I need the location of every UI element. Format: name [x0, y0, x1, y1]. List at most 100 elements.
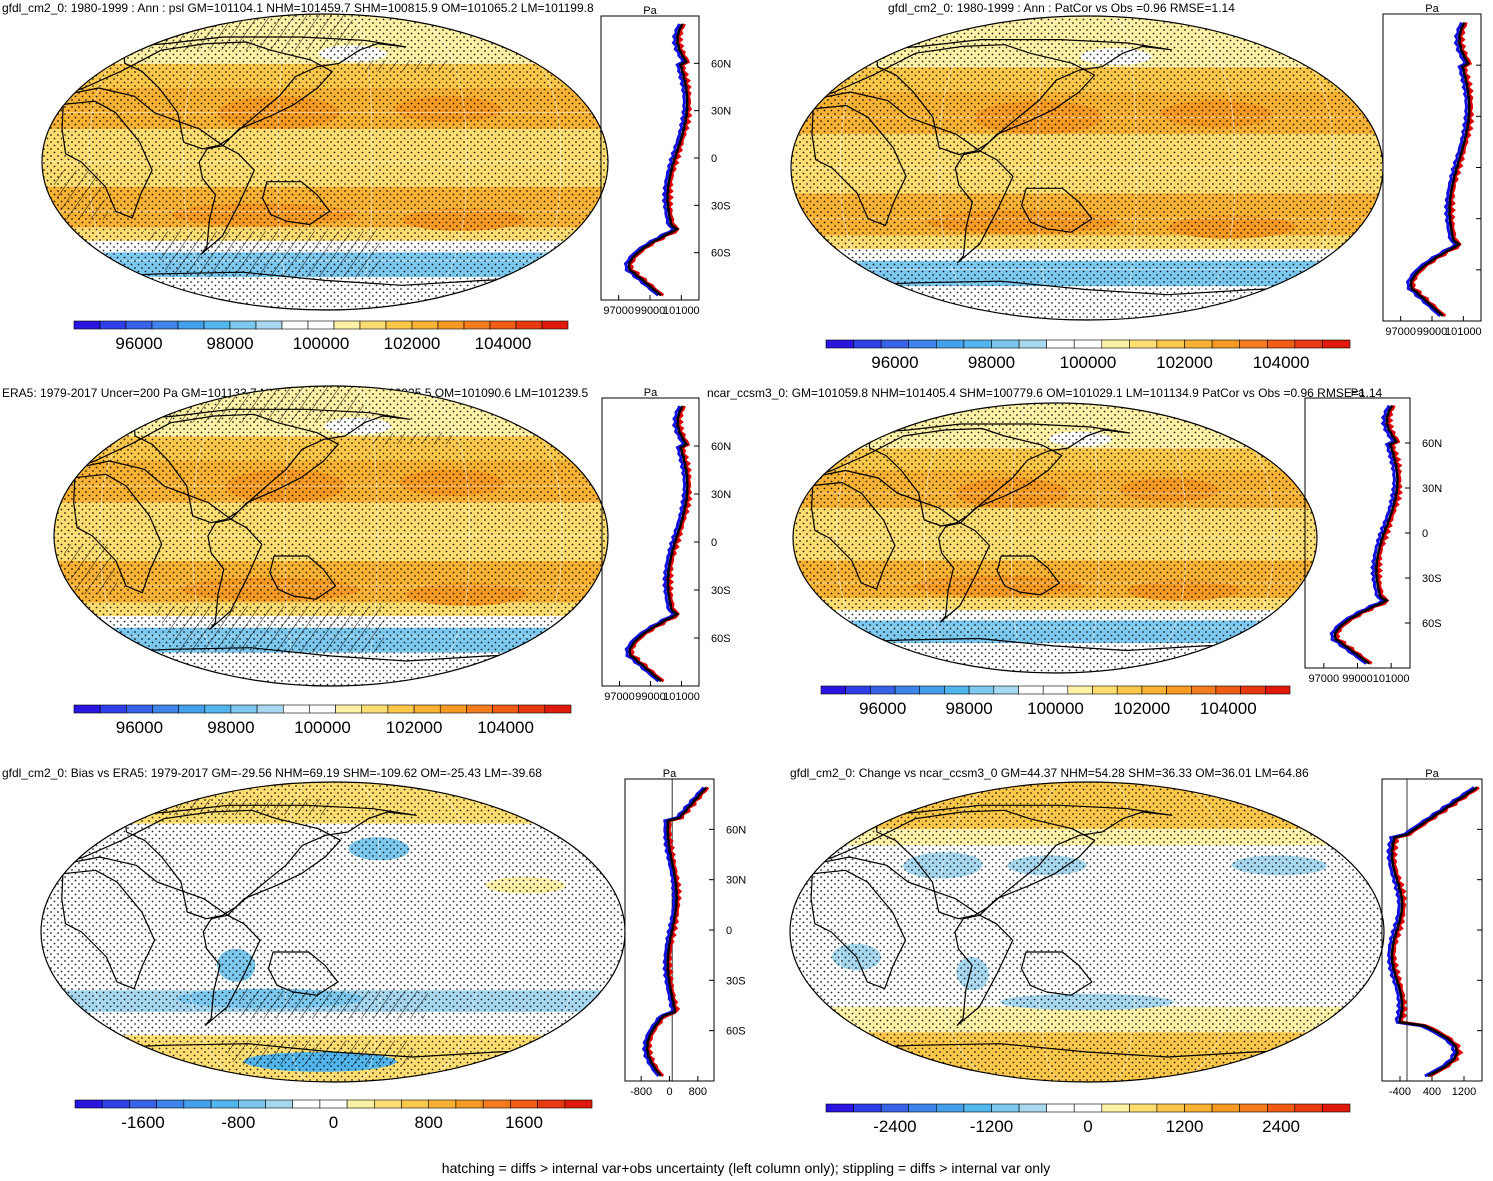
colorbar-swatch [281, 320, 309, 330]
colorbar-label: 100000 [293, 334, 350, 353]
colorbar-swatch [99, 704, 127, 714]
colorbar-swatch [1211, 1103, 1240, 1113]
colorbar-swatch [428, 1099, 457, 1109]
colorbar-swatch [466, 704, 493, 714]
colorbar-label: 104000 [1253, 353, 1310, 372]
colorbar-swatch [373, 1099, 402, 1109]
colorbar-swatch [1018, 1103, 1047, 1113]
colorbar-swatch [489, 320, 517, 330]
profile-line [1386, 786, 1475, 1078]
colorbar-swatch [991, 339, 1020, 349]
profile-tick-label: 97000 [604, 691, 635, 703]
colorbar-label: 100000 [1027, 699, 1084, 718]
colorbar-swatch [411, 320, 439, 330]
colorbar-swatch [944, 685, 970, 695]
colorbar-swatch [255, 320, 283, 330]
colorbar-label: 104000 [477, 718, 534, 737]
colorbar-swatch [894, 685, 921, 695]
colorbar-label: -1600 [121, 1113, 164, 1132]
colorbar-label: 1200 [1166, 1117, 1204, 1136]
colorbar-label: 104000 [1200, 699, 1257, 718]
colorbar-swatch [73, 320, 101, 330]
colorbar-swatch [1046, 339, 1075, 349]
colorbar-swatch [880, 339, 910, 349]
colorbar-swatch [385, 320, 413, 330]
colorbar-swatch [101, 1099, 130, 1109]
colorbar-swatch [309, 704, 336, 714]
colorbar-swatch [361, 704, 389, 714]
colorbar-swatch [463, 320, 491, 330]
panel-title: gfdl_cm2_0: 1980-1999 : Ann : psl GM=101… [2, 1, 594, 15]
panel-title: gfdl_cm2_0: Change vs ncar_ccsm3_0 GM=44… [790, 766, 1309, 780]
lat-tick-label: 60N [1422, 438, 1442, 450]
lat-tick-label: 60S [711, 248, 731, 260]
colorbar-swatch [1116, 685, 1143, 695]
profile-line [645, 786, 710, 1078]
colorbar-swatch [908, 339, 937, 349]
lat-tick-label: 30N [1422, 483, 1442, 495]
colorbar-swatch [510, 1099, 538, 1109]
colorbar-swatch [1322, 339, 1351, 349]
colorbar-swatch [935, 339, 965, 349]
profile-unit: Pa [1425, 768, 1439, 780]
lat-tick-label: 30S [711, 585, 731, 597]
colorbar-swatch [178, 704, 206, 714]
colorbar-swatch [1294, 339, 1323, 349]
colorbar-label: 100000 [1060, 353, 1117, 372]
lat-tick-label: 60S [1422, 618, 1442, 630]
colorbar: 96000 98000 100000 102000 104000 [820, 685, 1291, 718]
colorbar-swatch [256, 704, 284, 714]
colorbar-label: 96000 [116, 718, 163, 737]
colorbar-label: 100000 [294, 718, 351, 737]
colorbar-swatch [1294, 1103, 1323, 1113]
colorbar-swatch [1129, 1103, 1158, 1113]
colorbar-swatch [177, 320, 205, 330]
profile-unit: Pa [1425, 3, 1439, 15]
profile-line [1333, 404, 1399, 665]
colorbar-label: 96000 [871, 353, 918, 372]
colorbar-swatch [74, 1099, 103, 1109]
colorbar-swatch [564, 1099, 593, 1109]
colorbar-swatch [1240, 685, 1266, 695]
colorbar-label: 102000 [1114, 699, 1171, 718]
colorbar-swatch [1092, 685, 1118, 695]
colorbar-label: 1600 [505, 1113, 543, 1132]
robinson-map [790, 15, 1384, 321]
profile-line [623, 23, 687, 297]
panel-3: ERA5: 1979-2017 Uncer=200 Pa GM=101133.7… [2, 385, 731, 737]
colorbar-swatch [439, 704, 467, 714]
profile-line [627, 23, 689, 297]
colorbar-swatch [437, 320, 465, 330]
colorbar-swatch [151, 320, 179, 330]
colorbar-swatch [152, 704, 180, 714]
profile-line [1329, 404, 1397, 665]
colorbar-swatch [319, 1099, 348, 1109]
robinson-map [40, 781, 626, 1083]
colorbar-swatch [1267, 339, 1296, 349]
colorbar-swatch [880, 1103, 910, 1113]
lat-tick-label: 60N [711, 441, 731, 453]
colorbar-swatch [73, 704, 101, 714]
colorbar-label: 102000 [384, 334, 441, 353]
profile-tick-label: -400 [1389, 1086, 1411, 1098]
lat-tick-label: 30N [711, 106, 731, 118]
lat-tick-label: 0 [711, 537, 717, 549]
colorbar-swatch [492, 704, 520, 714]
profile-tick-label: 101000 [1373, 673, 1410, 685]
profile-tick-label: 99000 [1342, 673, 1373, 685]
colorbar-swatch [1073, 1103, 1103, 1113]
colorbar-label: 102000 [386, 718, 443, 737]
colorbar-swatch [346, 1099, 375, 1109]
profile-tick-label: 400 [1423, 1086, 1441, 1098]
lat-tick-label: 0 [726, 925, 732, 937]
colorbar-swatch [845, 685, 871, 695]
colorbar-swatch [1184, 339, 1213, 349]
colorbar-label: 98000 [945, 699, 992, 718]
profile-tick-label: 101000 [663, 305, 700, 317]
robinson-map [789, 781, 1385, 1083]
colorbar-swatch [1042, 685, 1069, 695]
colorbar-swatch [359, 320, 387, 330]
